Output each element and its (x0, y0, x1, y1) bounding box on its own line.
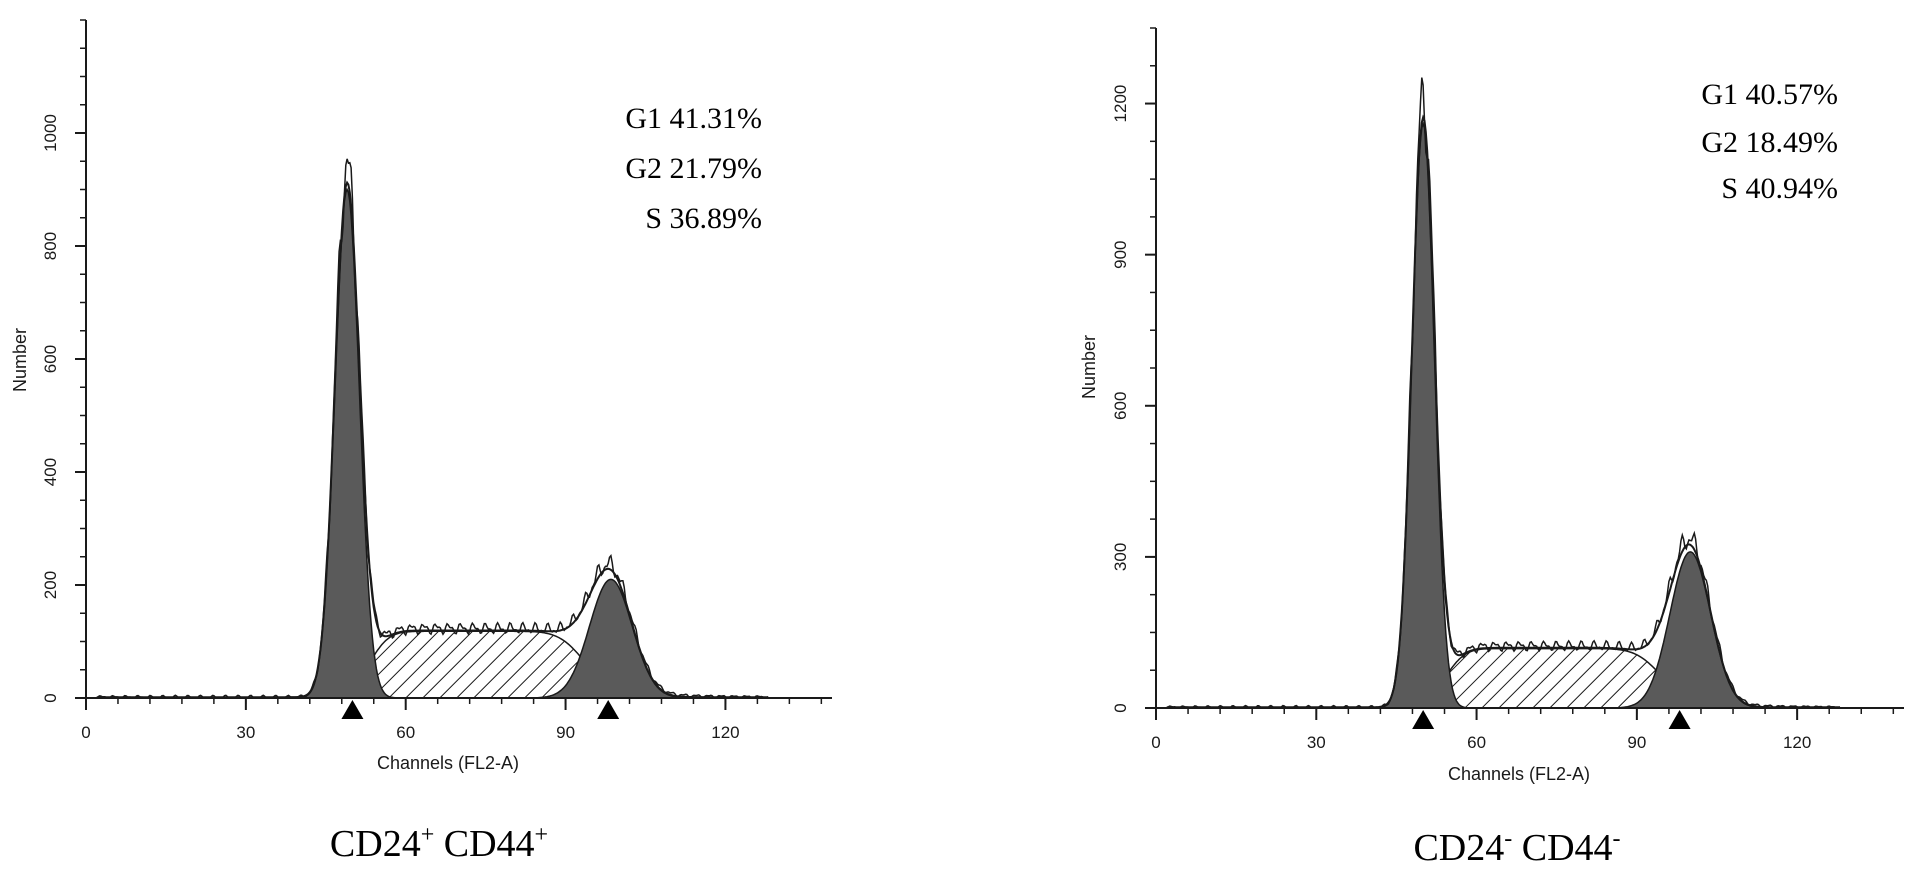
stat-s: S 40.94% (1721, 172, 1838, 205)
peak-marker-triangle (597, 700, 620, 719)
x-tick-label: 120 (1783, 733, 1811, 752)
plot-area: 0 200 400 600 800 1000 0 30 60 90 120 (41, 19, 832, 742)
x-tick-label: 0 (81, 723, 90, 742)
y-tick-label: 300 (1111, 543, 1130, 571)
y-tick-label: 600 (41, 345, 60, 373)
x-tick-label: 60 (1467, 733, 1486, 752)
stat-s: S 36.89% (645, 202, 762, 235)
stats-block: G1 41.31% G2 21.79% S 36.89% (625, 102, 762, 235)
y-tick-label: 1200 (1111, 85, 1130, 123)
stat-g1: G1 40.57% (1701, 78, 1838, 111)
x-axis-label: Channels (FL2-A) (1448, 764, 1590, 784)
model-fit-line (96, 180, 769, 699)
x-tick-label: 120 (711, 723, 739, 742)
x-tick-label: 30 (236, 723, 255, 742)
y-tick-label: 600 (1111, 392, 1130, 420)
y-tick-label: 800 (41, 232, 60, 260)
x-tick-label: 90 (556, 723, 575, 742)
y-tick-label: 200 (41, 571, 60, 599)
series-g1-peak (1367, 121, 1480, 709)
plot-area: 0 300 600 900 1200 0 30 60 90 120 (1111, 27, 1904, 752)
panel-cd24neg-cd44neg: 0 300 600 900 1200 0 30 60 90 120 Number Channels… (1079, 27, 1904, 869)
x-tick-label: 30 (1307, 733, 1326, 752)
raw-data-line (96, 158, 769, 699)
x-tick-label: 90 (1627, 733, 1646, 752)
stat-g1: G1 41.31% (625, 102, 762, 135)
stats-block: G1 40.57% G2 18.49% S 40.94% (1701, 78, 1838, 205)
x-tick-label: 60 (396, 723, 415, 742)
y-tick-label: 900 (1111, 240, 1130, 268)
y-axis-label: Number (10, 328, 30, 392)
peak-marker-triangle (1668, 710, 1691, 729)
x-tick-label: 0 (1151, 733, 1160, 752)
panel-cd24pos-cd44pos: 0 200 400 600 800 1000 0 30 60 90 120 Number Chann… (10, 19, 832, 865)
panel-caption: CD24+ CD44+ (330, 822, 548, 865)
stat-g2: G2 21.79% (625, 152, 762, 185)
model-fit-line (1166, 114, 1840, 709)
series-g1-peak (285, 187, 409, 699)
peak-marker-triangle (341, 700, 364, 719)
y-tick-label: 400 (41, 458, 60, 486)
panel-caption: CD24- CD44- (1413, 826, 1620, 869)
x-axis-label: Channels (FL2-A) (377, 753, 519, 773)
y-tick-label: 0 (1111, 703, 1130, 712)
y-tick-label: 0 (41, 693, 60, 702)
peak-marker-triangle (1412, 710, 1435, 729)
y-tick-label: 1000 (41, 114, 60, 152)
stat-g2: G2 18.49% (1701, 126, 1838, 159)
y-axis-label: Number (1079, 335, 1099, 399)
